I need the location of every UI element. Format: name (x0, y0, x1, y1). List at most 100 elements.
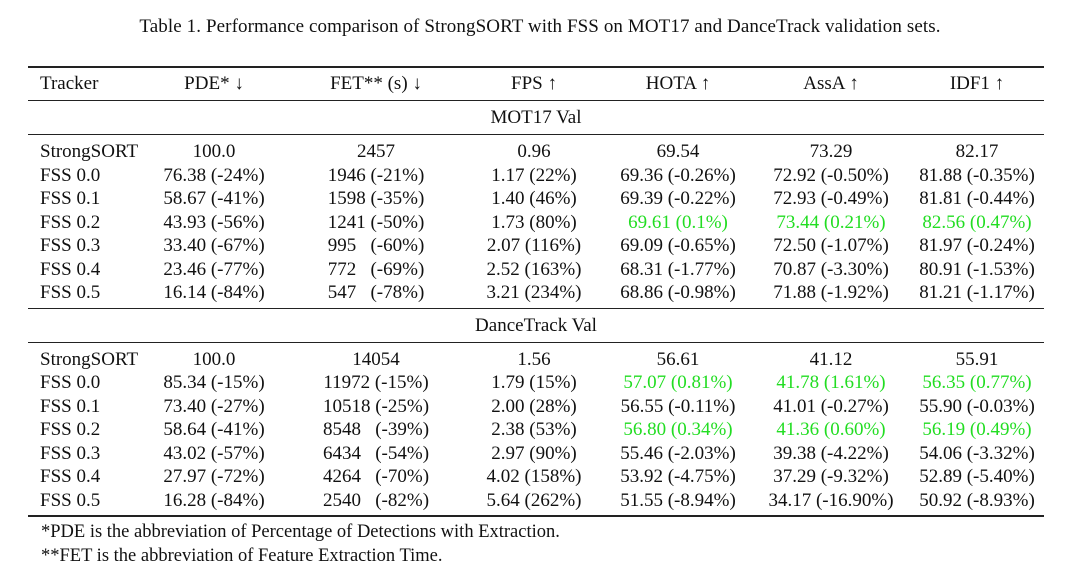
table-row: FSS 0.1 58.67 (-41%) 1598 (-35%) 1.40 (46%)… (28, 187, 1044, 211)
cell-pde: 43.93 (-56%) (163, 211, 265, 233)
table-row: FSS 0.5 16.28 (-84%) 2540 (-82%) 5.64 (262%… (28, 488, 1044, 517)
cell-idf1: 81.81 (-0.44%) (919, 188, 1035, 209)
cell-pde: 85.34 (-15%) (163, 372, 265, 393)
cell-fps: 2.07 (116%) (486, 235, 582, 256)
header-tracker: Tracker (28, 66, 140, 101)
cell-hota: 56.61 (656, 348, 700, 370)
table-row: FSS 0.1 73.40 (-27%) 10518 (-25%) 2.00 (28%… (28, 395, 1044, 419)
table-row: FSS 0.5 16.14 (-84%) 547 (-78%) 3.21 (234%)… (28, 281, 1044, 309)
cell-idf1: 81.88 (-0.35%) (919, 164, 1035, 186)
section-title-row: MOT17 Val (28, 100, 1044, 135)
cell-pde: 43.02 (-57%) (163, 442, 265, 464)
cell-assa: 41.01 (-0.27%) (773, 395, 889, 417)
cell-hota: 69.39 (-0.22%) (620, 188, 736, 209)
cell-pde: 58.67 (-41%) (163, 188, 265, 209)
table-row: StrongSORT 100.0 14054 1.56 56.61 41.12 55.91 (28, 342, 1044, 371)
cell-idf1: 50.92 (-8.93%) (910, 488, 1044, 517)
cell-idf1: 52.89 (-5.40%) (919, 466, 1035, 487)
section-title: DanceTrack Val (28, 308, 1044, 343)
cell-hota: 56.55 (-0.11%) (620, 395, 736, 417)
cell-assa: 34.17 (-16.90%) (752, 488, 910, 517)
cell-assa: 37.29 (-9.32%) (773, 466, 889, 487)
cell-tracker: FSS 0.4 (40, 258, 101, 280)
cell-assa: 41.12 (809, 348, 853, 370)
cell-assa: 72.93 (-0.49%) (773, 188, 889, 209)
cell-fet: 8548 (-39%) (322, 419, 430, 440)
cell-pde: 58.64 (-41%) (163, 419, 265, 440)
cell-idf1: 81.97 (-0.24%) (919, 235, 1035, 256)
cell-assa: 72.50 (-1.07%) (773, 235, 889, 256)
cell-fet: 2457 (357, 141, 395, 162)
cell-tracker: StrongSORT (40, 348, 139, 370)
cell-fet: 10518 (-25%) (322, 395, 430, 417)
table-row: FSS 0.4 27.97 (-72%) 4264 (-70%) 4.02 (158%… (28, 465, 1044, 489)
cell-fps: 2.97 (90%) (491, 442, 577, 464)
table-row: FSS 0.3 33.40 (-67%) 995 (-60%) 2.07 (116%)… (28, 234, 1044, 258)
cell-fps: 1.73 (80%) (491, 211, 577, 233)
cell-fet: 14054 (352, 348, 400, 370)
cell-fps: 1.17 (22%) (491, 164, 577, 186)
cell-idf1: 82.56 (0.47%) (922, 211, 1032, 233)
footnote: *PDE is the abbreviation of Percentage o… (41, 522, 560, 542)
footnote: **FET is the abbreviation of Feature Ext… (41, 546, 443, 566)
cell-tracker: FSS 0.1 (40, 188, 101, 209)
cell-fet: 2540 (-82%) (288, 488, 464, 517)
cell-hota: 57.07 (0.81%) (623, 372, 733, 393)
cell-fet: 6434 (-54%) (322, 442, 430, 464)
cell-hota: 69.54 (656, 141, 700, 162)
footnotes: *PDE is the abbreviation of Percentage o… (41, 520, 560, 568)
cell-idf1: 54.06 (-3.32%) (919, 442, 1035, 464)
cell-assa: 70.87 (-3.30%) (773, 258, 889, 280)
cell-pde: 73.40 (-27%) (163, 395, 265, 417)
cell-assa: 72.92 (-0.50%) (773, 164, 889, 186)
cell-tracker: StrongSORT (40, 141, 139, 162)
cell-pde: 27.97 (-72%) (163, 466, 265, 487)
header-hota: HOTA ↑ (604, 66, 752, 101)
cell-hota: 53.92 (-4.75%) (620, 466, 736, 487)
cell-hota: 68.31 (-1.77%) (620, 258, 736, 280)
cell-idf1: 55.91 (955, 348, 999, 370)
cell-tracker: FSS 0.0 (40, 164, 101, 186)
cell-pde: 23.46 (-77%) (163, 258, 265, 280)
cell-assa: 41.36 (0.60%) (776, 419, 886, 440)
header-fet: FET** (s) ↓ (288, 66, 464, 101)
table-row: FSS 0.2 58.64 (-41%) 8548 (-39%) 2.38 (53%)… (28, 418, 1044, 442)
cell-pde: 16.28 (-84%) (140, 488, 288, 517)
table-row: StrongSORT 100.0 2457 0.96 69.54 73.29 82.17 (28, 135, 1044, 164)
cell-fet: 4264 (-70%) (322, 466, 430, 487)
table-caption: Table 1. Performance comparison of Stron… (139, 16, 941, 37)
cell-fps: 0.96 (517, 141, 551, 162)
cell-tracker: FSS 0.3 (40, 442, 101, 464)
cell-tracker: FSS 0.4 (40, 466, 101, 487)
cell-fet: 772 (-69%) (327, 258, 425, 280)
cell-fet: 547 (-78%) (288, 281, 464, 309)
cell-pde: 100.0 (192, 348, 236, 370)
cell-tracker: FSS 0.3 (40, 235, 101, 256)
section-title-row: DanceTrack Val (28, 308, 1044, 343)
cell-pde: 16.14 (-84%) (140, 281, 288, 309)
cell-hota: 51.55 (-8.94%) (604, 488, 752, 517)
cell-tracker: FSS 0.5 (28, 281, 140, 309)
cell-assa: 39.38 (-4.22%) (773, 442, 889, 464)
cell-fps: 3.21 (234%) (464, 281, 604, 309)
cell-tracker: FSS 0.5 (28, 488, 140, 517)
cell-fps: 4.02 (158%) (486, 466, 582, 487)
table-row: FSS 0.0 85.34 (-15%) 11972 (-15%) 1.79 (15%… (28, 371, 1044, 395)
section-body: StrongSORT 100.0 2457 0.96 69.54 73.29 82.17 FS… (28, 135, 1044, 309)
cell-pde: 33.40 (-67%) (163, 235, 265, 256)
cell-hota: 68.86 (-0.98%) (604, 281, 752, 309)
cell-fps: 2.52 (163%) (486, 258, 582, 280)
cell-idf1: 56.35 (0.77%) (922, 372, 1032, 393)
cell-tracker: FSS 0.2 (40, 211, 101, 233)
cell-fps: 2.38 (53%) (491, 419, 577, 440)
cell-hota: 56.80 (0.34%) (623, 419, 733, 440)
cell-tracker: FSS 0.2 (40, 419, 101, 440)
table-row: FSS 0.2 43.93 (-56%) 1241 (-50%) 1.73 (80%)… (28, 211, 1044, 235)
cell-assa: 73.29 (809, 141, 853, 162)
cell-idf1: 55.90 (-0.03%) (919, 395, 1035, 417)
cell-fet: 1598 (-35%) (327, 188, 425, 209)
section-title: MOT17 Val (28, 100, 1044, 135)
cell-fps: 1.56 (517, 348, 551, 370)
header-assa: AssA ↑ (752, 66, 910, 101)
cell-fet: 1946 (-21%) (327, 164, 425, 186)
